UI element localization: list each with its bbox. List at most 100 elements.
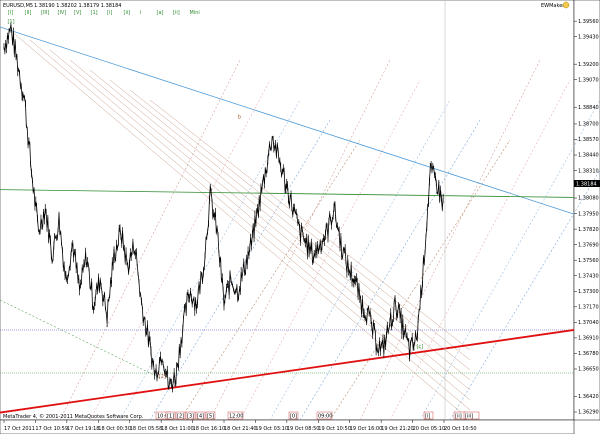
bottom-tag: [4]	[197, 414, 204, 420]
bottom-tag: [2]	[177, 414, 184, 420]
bottom-tag-box	[227, 411, 244, 420]
wave-label: b	[238, 115, 241, 121]
bottom-tag-box	[165, 411, 176, 420]
bottom-tag-box	[185, 411, 196, 420]
horizontal-green	[0, 189, 575, 198]
x-tick-label: 18 Oct 21:40	[224, 426, 257, 432]
fan-line	[119, 99, 301, 421]
fan-line	[149, 99, 471, 351]
period-button-6[interactable]: [i]	[107, 10, 112, 16]
period-button-9[interactable]: [a]	[157, 10, 164, 16]
period-button-2[interactable]: [III]	[41, 10, 49, 16]
period-button-8[interactable]: i	[140, 10, 141, 16]
x-tick-label: 19 Oct 16:00	[350, 426, 383, 432]
price-line	[3, 24, 444, 390]
bottom-tag-box	[205, 411, 216, 420]
fan-line	[419, 99, 600, 421]
y-tick-label: 1.36780	[578, 351, 599, 357]
y-tick-label: 1.39070	[578, 77, 599, 83]
y-tick-label: 1.39560	[578, 19, 599, 25]
fan-line	[239, 79, 421, 421]
x-tick-label: 19 Oct 21:20	[381, 426, 414, 432]
wave-label: [c]	[417, 344, 424, 350]
plot-area	[0, 0, 575, 421]
bottom-tag-box	[195, 411, 206, 420]
bottom-tag: [3]	[187, 414, 194, 420]
bottom-tags: 10:00[1] [2] [3] [4] [5] 12:00 [0] 09:00 [i] [ii]…	[155, 411, 480, 420]
x-tick-label: 18 Oct 11:00	[161, 426, 194, 432]
y-tick-label: 1.36910	[578, 336, 599, 342]
period-button-11[interactable]: Mini	[190, 10, 200, 16]
fan-line	[389, 79, 571, 421]
lower-trend	[0, 329, 575, 414]
fan-line	[329, 139, 511, 421]
bottom-tag: 09:00	[318, 414, 332, 420]
period-button-3[interactable]: [IV]	[58, 10, 67, 16]
period-button-5[interactable]: [1]	[91, 10, 98, 16]
smiley-icon	[562, 1, 570, 9]
period-button-0[interactable]: [I]	[8, 10, 13, 16]
x-tick-label: 19 Oct 08:50	[287, 426, 320, 432]
fan-line	[359, 59, 541, 421]
bottom-tag: [i]	[425, 414, 430, 420]
price-axis	[573, 0, 600, 421]
period-button-1[interactable]: [II]	[25, 10, 32, 16]
y-tick-label: 1.37690	[578, 242, 599, 248]
y-tick-label: 1.38080	[578, 196, 599, 202]
x-tick-label: 17 Oct 2011	[4, 426, 35, 432]
y-tick-label: 1.37170	[578, 305, 599, 311]
fan-line	[9, 29, 471, 421]
current-price-label: 1.38184	[576, 182, 597, 188]
bottom-tag-box	[288, 411, 299, 420]
period-button-7[interactable]: [ii]	[124, 10, 131, 16]
y-ticks: 1.39560 1.39430 1.39200 1.39070 1.38840 1.387…	[574, 19, 599, 416]
current-price-box	[574, 180, 600, 187]
wave-label: [2]	[159, 374, 166, 380]
y-tick-label: 1.38840	[578, 105, 599, 111]
y-tick-label: 1.37560	[578, 258, 599, 264]
fan-line	[129, 89, 471, 361]
fan-line	[29, 39, 471, 411]
y-tick-label: 1.39200	[578, 62, 599, 68]
period-button-10[interactable]: [ii]	[173, 10, 180, 16]
y-tick-label: 1.39430	[578, 34, 599, 40]
bottom-tag: 10:00	[157, 414, 171, 420]
x-tick-label: 20 Oct 05:10	[413, 426, 446, 432]
period-button-4[interactable]: [V]	[74, 10, 81, 16]
y-tick-label: 1.38440	[578, 153, 599, 159]
y-tick-label: 1.38570	[578, 137, 599, 143]
price-series	[3, 22, 444, 393]
period-buttons: [I] [II] [III] [IV] [V] [1] [i] [ii] i [a] [ii] Min…	[8, 10, 200, 16]
x-tick-label: 17 Oct 19:18	[67, 426, 100, 432]
x-tick-label: 19 Oct 10:50	[318, 426, 351, 432]
fan-line	[109, 79, 471, 371]
copyright-text: MetaTrader 4, © 2001-2011 MetaQuotes Sof…	[3, 413, 144, 420]
expert-name: EWMaker	[541, 3, 565, 9]
fan-line	[89, 69, 471, 381]
x-tick-label: 18 Oct 00:30	[98, 426, 131, 432]
fan-line	[269, 99, 451, 421]
y-tick-label: 1.37300	[578, 289, 599, 295]
x-tick-label: 18 Oct 05:58	[130, 426, 163, 432]
x-tick-label: 18 Oct 16:10	[193, 426, 226, 432]
bottom-tag: [5]	[207, 414, 214, 420]
wave-labels: [1] [2] b [c]	[7, 19, 423, 380]
y-tick-label: 1.37430	[578, 273, 599, 279]
fan-lines	[0, 29, 600, 421]
bottom-tag-box	[175, 411, 186, 420]
wave-label: [1]	[7, 19, 14, 25]
y-tick-label: 1.36290	[578, 410, 599, 416]
x-tick-label: 17 Oct 10:59	[35, 426, 68, 432]
bottom-tag: [0]	[290, 414, 297, 420]
fan-line	[179, 139, 361, 421]
y-tick-label: 1.38310	[578, 168, 599, 174]
bottom-tag: [iii]	[465, 414, 473, 420]
fan-line	[49, 49, 471, 401]
y-tick-label: 1.37950	[578, 211, 599, 217]
bottom-tag: [1]	[167, 414, 174, 420]
trendlines	[0, 26, 575, 414]
upper-trend	[0, 26, 575, 215]
